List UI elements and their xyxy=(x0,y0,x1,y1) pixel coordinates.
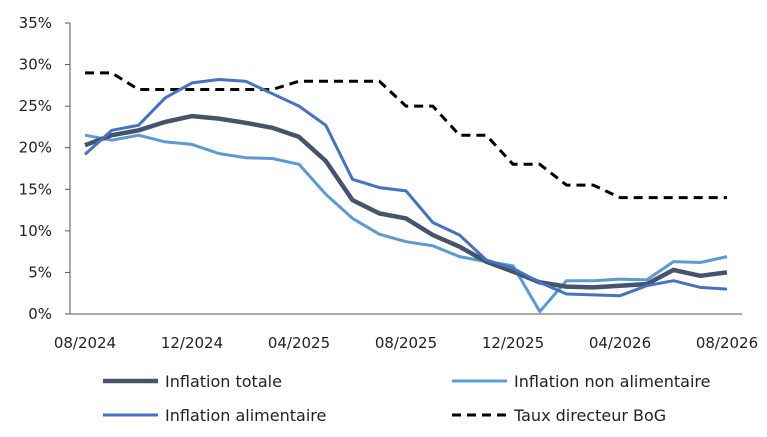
y-tick-label: 5% xyxy=(28,263,52,281)
y-tick-labels: 0% 5% 10% 15% 20% 25% 30% 35% xyxy=(19,14,70,323)
x-tick-label: 08/2026 xyxy=(696,334,758,352)
y-tick-label: 35% xyxy=(19,14,52,32)
y-tick-label: 0% xyxy=(28,305,52,323)
legend-label-3: Taux directeur BoG xyxy=(513,406,666,425)
series-lines xyxy=(83,71,728,313)
x-tick-label: 12/2024 xyxy=(161,334,223,352)
y-tick-label: 15% xyxy=(19,180,52,198)
legend-label-0: Inflation totale xyxy=(165,372,282,391)
x-tick-label: 08/2024 xyxy=(54,334,116,352)
chart-axes xyxy=(69,23,742,315)
x-tick-label: 08/2025 xyxy=(375,334,437,352)
x-tick-label: 04/2026 xyxy=(589,334,651,352)
legend: Inflation totale Inflation non alimentair… xyxy=(103,372,711,425)
series-line-2 xyxy=(83,78,728,298)
y-tick-label: 20% xyxy=(19,139,52,157)
x-tick-label: 12/2025 xyxy=(482,334,544,352)
series-line-3 xyxy=(85,71,727,200)
x-tick-labels: 08/2024 12/2024 04/2025 08/2025 12/2025 04/20… xyxy=(54,334,758,352)
legend-label-2: Inflation alimentaire xyxy=(165,406,326,425)
legend-label-1: Inflation non alimentaire xyxy=(514,372,711,391)
y-tick-label: 30% xyxy=(19,56,52,74)
y-tick-label: 10% xyxy=(19,222,52,240)
series-line-0 xyxy=(84,113,728,290)
x-tick-label: 04/2025 xyxy=(268,334,330,352)
series-line-1 xyxy=(84,133,728,313)
y-tick-label: 25% xyxy=(19,97,52,115)
